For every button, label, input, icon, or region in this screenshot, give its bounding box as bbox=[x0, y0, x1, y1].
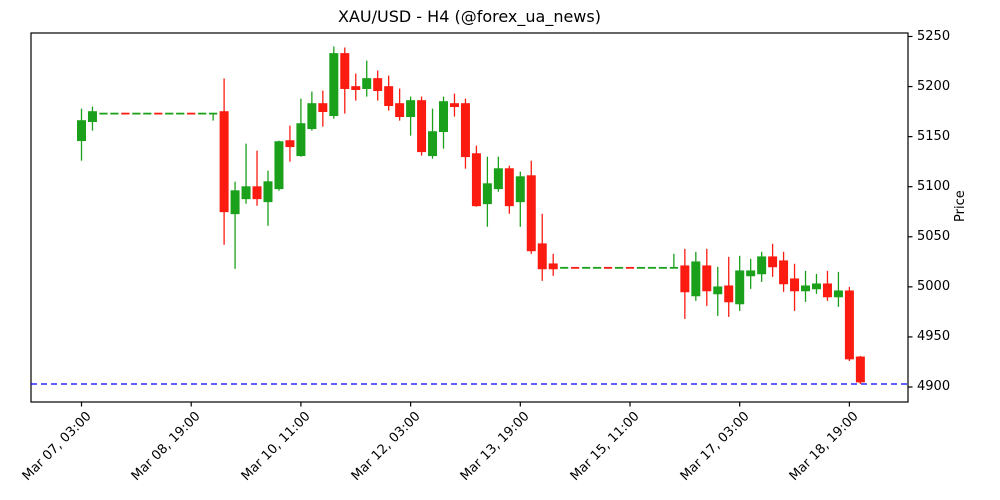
candle-body bbox=[713, 286, 723, 295]
candle-body bbox=[384, 86, 394, 106]
candle-body bbox=[680, 265, 690, 293]
candle-body bbox=[285, 140, 295, 148]
candle-body bbox=[252, 186, 262, 200]
candle-body bbox=[768, 256, 778, 268]
candle-body bbox=[833, 290, 843, 298]
y-tick-label: 4950 bbox=[917, 328, 951, 344]
candle-body bbox=[746, 270, 756, 277]
candle-body bbox=[504, 168, 514, 207]
plot-frame bbox=[30, 32, 909, 403]
candle-body bbox=[417, 100, 427, 153]
y-tick-label: 5050 bbox=[917, 228, 951, 244]
candle-body bbox=[757, 256, 767, 275]
candle-body bbox=[362, 78, 372, 89]
y-tick-label: 5150 bbox=[917, 128, 951, 144]
candle-body bbox=[735, 270, 745, 305]
candle-body bbox=[296, 123, 306, 157]
candle-body bbox=[537, 243, 547, 270]
y-tick-label: 5250 bbox=[917, 28, 951, 44]
candle-body bbox=[779, 260, 789, 285]
candle-body bbox=[493, 168, 503, 190]
candle-body bbox=[439, 101, 449, 133]
candle-body bbox=[241, 186, 251, 200]
candle-body bbox=[219, 111, 229, 213]
candle-body bbox=[822, 283, 832, 298]
candle-body bbox=[811, 283, 821, 290]
candle-body bbox=[329, 53, 339, 117]
candle-body bbox=[307, 103, 317, 130]
y-tick-label: 5100 bbox=[917, 178, 951, 194]
candle-body bbox=[449, 103, 459, 107]
y-tick-label: 5200 bbox=[917, 78, 951, 94]
candle-body bbox=[428, 131, 438, 157]
candle-body bbox=[801, 285, 811, 292]
candle-body bbox=[230, 190, 240, 215]
candle-body bbox=[340, 53, 350, 89]
candle-body bbox=[515, 176, 525, 203]
candle-body bbox=[482, 183, 492, 205]
candle-body bbox=[790, 278, 800, 292]
candle-body bbox=[87, 111, 97, 123]
candle-body bbox=[855, 356, 865, 383]
y-tick-label: 5000 bbox=[917, 278, 951, 294]
candle-body bbox=[844, 290, 854, 360]
candle-body bbox=[274, 141, 284, 190]
candle-body bbox=[460, 103, 470, 158]
candle-body bbox=[406, 100, 416, 118]
candle-body bbox=[77, 120, 87, 142]
candle-body bbox=[724, 285, 734, 303]
candle-body bbox=[526, 175, 536, 252]
candle-body bbox=[702, 265, 712, 292]
candle-body bbox=[318, 103, 328, 113]
candle-body bbox=[373, 78, 383, 91]
chart-title: XAU/USD - H4 (@forex_ua_news) bbox=[338, 7, 601, 26]
candle-body bbox=[471, 153, 481, 207]
y-tick-label: 4900 bbox=[917, 379, 951, 394]
candle-body bbox=[395, 103, 405, 118]
candle-body bbox=[691, 261, 701, 297]
candle-body bbox=[548, 263, 558, 270]
candle-body bbox=[263, 181, 273, 203]
candle-body bbox=[351, 86, 361, 90]
price-axis-label: Price bbox=[953, 190, 968, 222]
